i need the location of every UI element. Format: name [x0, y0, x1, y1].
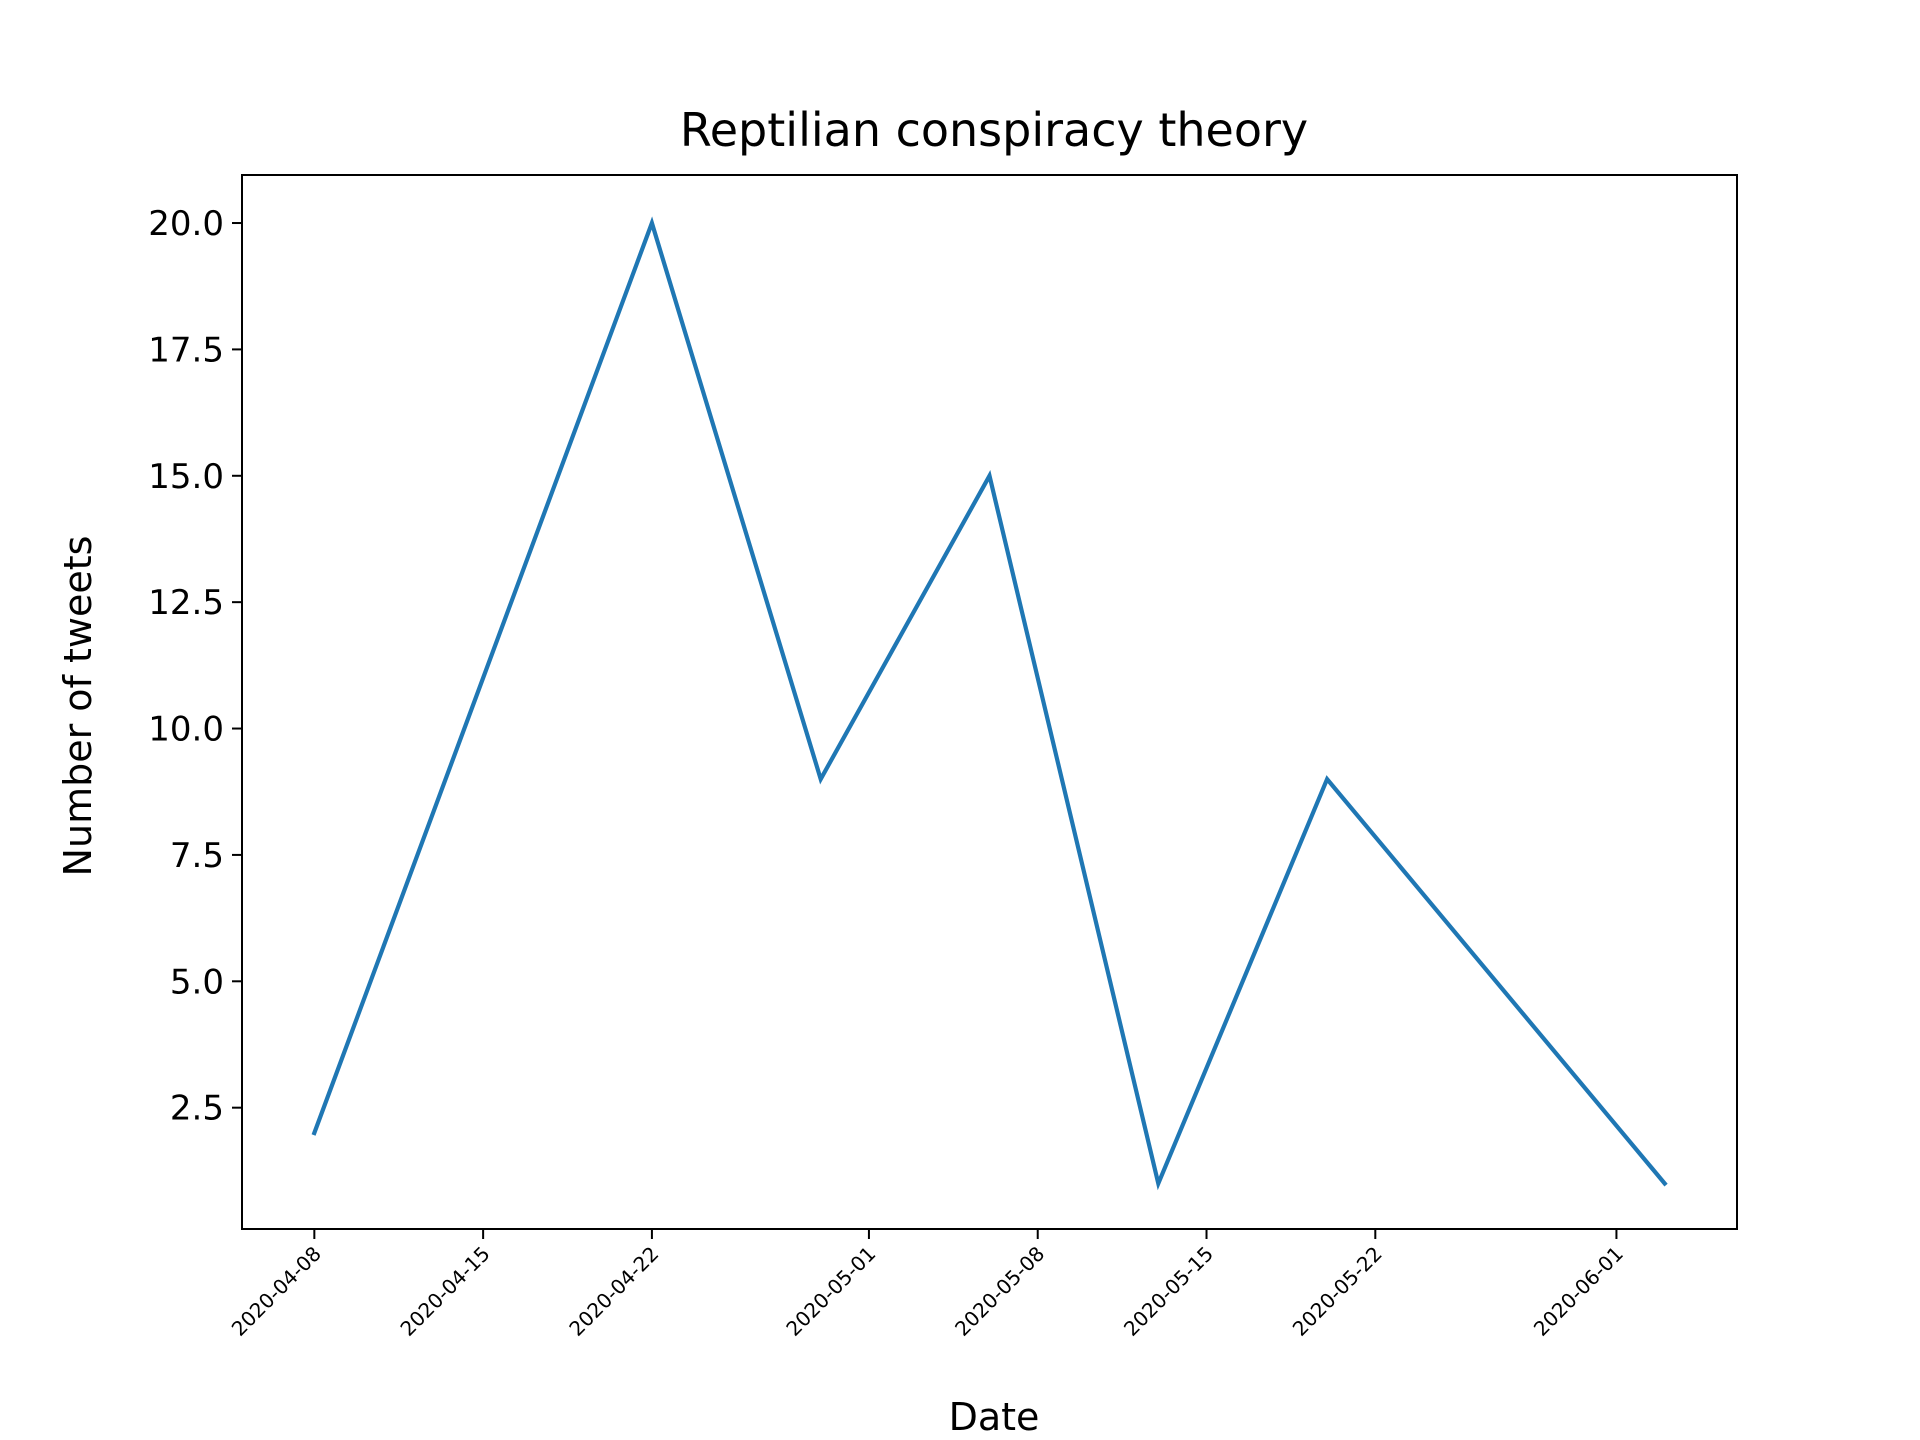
y-tick-label: 7.5	[170, 836, 224, 876]
x-tick-label: 2020-06-01	[1529, 1242, 1628, 1341]
x-tick-label: 2020-05-08	[950, 1242, 1049, 1341]
plot-area: 2.5 5.0 7.5 10.0 12.5 15.0 17.5 20.0 2020-04-08 2…	[148, 174, 1738, 1341]
x-axis-title: Date	[949, 1395, 1040, 1439]
y-tick-label: 5.0	[170, 962, 224, 1002]
y-tick-label: 12.5	[148, 583, 224, 623]
y-tick-label: 2.5	[170, 1089, 224, 1129]
x-tick-label: 2020-04-08	[227, 1242, 326, 1341]
x-tick-label: 2020-04-22	[564, 1242, 663, 1341]
y-tick-label: 17.5	[148, 330, 224, 370]
x-tick-label: 2020-05-01	[781, 1242, 880, 1341]
y-tick-label: 20.0	[148, 204, 224, 244]
chart-title: Reptilian conspiracy theory	[680, 103, 1308, 157]
y-tick-label: 15.0	[148, 457, 224, 497]
series-line	[311, 216, 1668, 1191]
y-tick-label: 10.0	[148, 710, 224, 750]
y-axis-title: Number of tweets	[56, 536, 100, 877]
x-tick-label: 2020-05-15	[1119, 1242, 1218, 1341]
plot-frame	[241, 174, 1738, 1230]
x-tick-label: 2020-05-22	[1288, 1242, 1387, 1341]
x-tick-label: 2020-04-15	[396, 1242, 495, 1341]
